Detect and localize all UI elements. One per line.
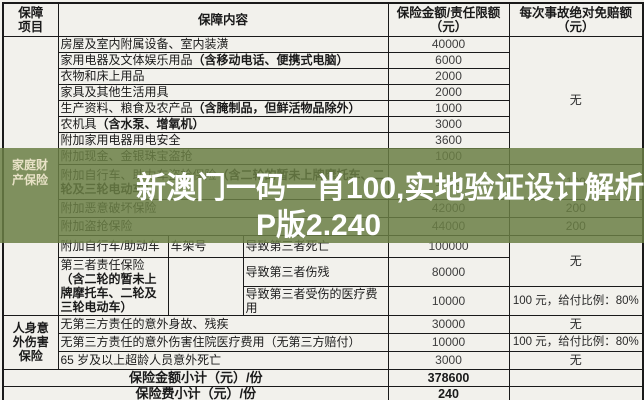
total-amount-label: 保险金额小计（元）/份 xyxy=(2,368,389,387)
row-label: 导致第三者伤残 xyxy=(242,256,389,287)
amount-cell: 10000 xyxy=(387,285,510,316)
property-row: 衣物和床上用品 2000 xyxy=(3,67,643,85)
watermark-band xyxy=(0,148,644,243)
amount-cell: 2000 xyxy=(387,83,510,101)
header-item: 保障 项目 xyxy=(2,2,59,37)
row-label: 65 岁及以上超龄人员意外死亡 xyxy=(57,350,389,370)
section-family-label: 家庭财 产保险 xyxy=(11,158,48,187)
property-row: 农机具（含水泵、增氧机） 3000 xyxy=(3,115,643,133)
row-label: 房屋及室内附属设备、室内装潢 xyxy=(57,35,389,53)
total-amount-row: 保险金额小计（元）/份 378600 xyxy=(2,368,644,387)
property-row: 家具及其他生活用具 2000 xyxy=(3,83,643,101)
personal-row: 65 岁及以上超龄人员意外死亡 3000 无 xyxy=(3,350,644,370)
total-amount-value: 378600 xyxy=(387,368,510,387)
row-label: 无第三方责任的意外身故、残疾 xyxy=(57,314,389,334)
table-header-row: 保障 项目 保障内容 保险金额/责任限额 （元） 每次事故绝对免赔额 （元） xyxy=(2,2,644,37)
header-item-line2: 项目 xyxy=(18,19,44,34)
deductible-cell: 100 元，给付比例：80% xyxy=(508,285,644,316)
frame-number-value-cell xyxy=(167,256,244,316)
amount-cell: 10000 xyxy=(387,332,510,352)
amount-cell: 1000 xyxy=(387,99,510,117)
watermark-text-line1: 新澳门一码一肖100,实地验证设计解析_ xyxy=(136,172,644,205)
header-deductible-line1: 每次事故绝对免赔额 xyxy=(519,5,633,20)
header-deductible-line2: （元） xyxy=(557,19,595,34)
header-item-line1: 保障 xyxy=(18,5,44,20)
row-label: 生产资料、粮食及农产品（含腌制品，但鲜活物品除外） xyxy=(57,99,389,117)
row-label: 导致第三者受伤的医疗费用 xyxy=(242,285,389,316)
deductible-cell: 100 元，给付比例：80% xyxy=(508,332,644,352)
deductible-merged-none: 无 xyxy=(508,35,644,165)
header-amount: 保险金额/责任限额 （元） xyxy=(387,2,510,37)
row-label: 无第三方责任的意外伤害住院医疗费用（无第三方赔付） xyxy=(57,332,389,352)
row-label: 附加家用电器用电安全 xyxy=(57,131,389,149)
total-premium-deductible-empty xyxy=(508,385,644,400)
total-premium-row: 保险费小计（元）/份 240 xyxy=(2,385,644,400)
total-premium-value: 240 xyxy=(387,385,510,400)
property-row: 生产资料、粮食及农产品（含腌制品，但鲜活物品除外） 1000 xyxy=(3,99,643,117)
row-label: 家用电器及文体娱乐用品（含移动电话、便携式电脑） xyxy=(57,51,389,69)
header-amount-line2: （元） xyxy=(429,19,468,34)
amount-cell: 3000 xyxy=(387,350,510,370)
deductible-cell: 无 xyxy=(508,314,644,334)
personal-row: 人身意 外伤害 保险 无第三方责任的意外身故、残疾 30000 无 xyxy=(2,314,644,370)
row-label: 农机具（含水泵、增氧机） xyxy=(57,115,389,133)
deductible-merged-none: 无 xyxy=(508,234,644,287)
liability-label: 第三者责任保险（含二轮的暂未上牌摩托车、二轮及三轮电动车） xyxy=(57,256,169,316)
property-row: 附加家用电器用电安全 3600 xyxy=(3,131,643,149)
deductible-cell: 无 xyxy=(508,350,644,370)
property-row: 房屋及室内附属设备、室内装潢 40000 无 xyxy=(2,35,644,316)
header-content: 保障内容 xyxy=(57,2,389,37)
section-personal-label: 人身意 外伤害 保险 xyxy=(2,314,59,370)
amount-cell: 3600 xyxy=(387,131,510,149)
total-premium-label: 保险费小计（元）/份 xyxy=(2,385,389,400)
bike-row-disability: 第三者责任保险（含二轮的暂未上牌摩托车、二轮及三轮电动车） 导致第三者伤残 80… xyxy=(3,256,643,316)
amount-cell: 80000 xyxy=(387,256,510,287)
row-label: 衣物和床上用品 xyxy=(57,67,389,85)
bike-row-medical: 导致第三者受伤的医疗费用 10000 100 元，给付比例：80% xyxy=(3,285,644,316)
row-label: 家具及其他生活用具 xyxy=(57,83,389,101)
personal-row: 无第三方责任的意外伤害住院医疗费用（无第三方赔付） 10000 100 元，给付… xyxy=(3,332,644,352)
amount-cell: 30000 xyxy=(387,314,510,334)
header-amount-line1: 保险金额/责任限额 xyxy=(396,5,501,20)
amount-cell: 2000 xyxy=(387,67,510,85)
amount-cell: 40000 xyxy=(387,35,510,53)
amount-cell: 3000 xyxy=(387,115,510,133)
amount-cell: 6000 xyxy=(387,51,510,69)
watermark-text-line2: P版2.240 xyxy=(256,209,382,242)
total-amount-deductible-empty xyxy=(508,368,644,387)
header-deductible: 每次事故绝对免赔额 （元） xyxy=(508,2,644,37)
